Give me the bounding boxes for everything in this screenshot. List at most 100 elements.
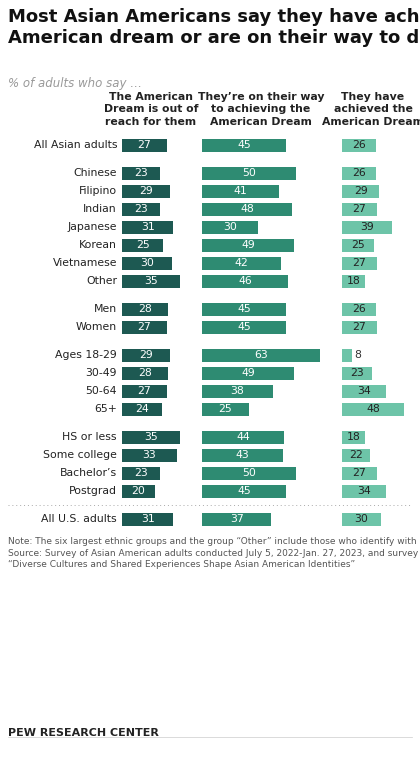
Bar — [202, 139, 286, 152]
Text: Women: Women — [76, 322, 117, 332]
Text: 42: 42 — [234, 258, 248, 268]
Bar — [342, 139, 375, 152]
Text: 34: 34 — [357, 486, 371, 496]
Text: 49: 49 — [241, 240, 255, 250]
Text: Japanese: Japanese — [68, 222, 117, 232]
Bar — [342, 467, 377, 480]
Bar — [342, 320, 377, 333]
Text: 29: 29 — [139, 350, 153, 360]
Text: 25: 25 — [218, 404, 232, 414]
Bar — [342, 384, 386, 397]
Text: 29: 29 — [354, 186, 368, 196]
Text: 43: 43 — [235, 450, 249, 460]
Bar — [202, 513, 271, 525]
Text: 63: 63 — [254, 350, 268, 360]
Text: Korean: Korean — [79, 240, 117, 250]
Text: 23: 23 — [134, 204, 148, 214]
Text: PEW RESEARCH CENTER: PEW RESEARCH CENTER — [8, 728, 159, 738]
Text: 30: 30 — [223, 222, 237, 232]
Text: 23: 23 — [134, 468, 148, 478]
Text: 48: 48 — [366, 404, 380, 414]
Bar — [342, 185, 379, 197]
Text: Men: Men — [94, 304, 117, 314]
Bar — [202, 320, 286, 333]
Text: Bachelor’s: Bachelor’s — [60, 468, 117, 478]
Bar — [202, 384, 273, 397]
Bar — [342, 367, 372, 380]
Text: Indian: Indian — [84, 204, 117, 214]
Text: Some college: Some college — [43, 450, 117, 460]
Bar — [202, 256, 281, 270]
Bar — [202, 484, 286, 497]
Bar — [342, 274, 365, 287]
Text: 44: 44 — [236, 432, 250, 442]
Bar — [202, 430, 284, 444]
Text: 23: 23 — [350, 368, 364, 378]
Text: 35: 35 — [144, 276, 158, 286]
Text: 65+: 65+ — [94, 404, 117, 414]
Bar — [342, 256, 377, 270]
Text: 29: 29 — [139, 186, 153, 196]
Text: 27: 27 — [352, 258, 366, 268]
Bar — [202, 349, 320, 361]
Text: 38: 38 — [231, 386, 244, 396]
Bar — [122, 256, 172, 270]
Bar — [122, 139, 167, 152]
Bar — [202, 274, 288, 287]
Text: All U.S. adults: All U.S. adults — [42, 514, 117, 524]
Text: 25: 25 — [136, 240, 150, 250]
Bar — [122, 303, 168, 316]
Bar — [122, 203, 160, 216]
Text: 27: 27 — [352, 322, 366, 332]
Bar — [122, 484, 155, 497]
Text: 35: 35 — [144, 432, 158, 442]
Text: 31: 31 — [141, 514, 155, 524]
Bar — [122, 403, 162, 416]
Bar — [342, 239, 374, 252]
Bar — [202, 467, 296, 480]
Bar — [202, 239, 294, 252]
Bar — [122, 513, 173, 525]
Text: 45: 45 — [237, 304, 251, 314]
Bar — [342, 484, 386, 497]
Text: 22: 22 — [349, 450, 363, 460]
Text: 31: 31 — [141, 222, 155, 232]
Text: 50: 50 — [242, 168, 256, 178]
Bar — [202, 220, 258, 233]
Text: 49: 49 — [241, 368, 255, 378]
Bar — [202, 166, 296, 179]
Text: 37: 37 — [230, 514, 244, 524]
Text: They have
achieved the
American Dream: They have achieved the American Dream — [322, 92, 420, 127]
Bar — [342, 166, 375, 179]
Text: 39: 39 — [360, 222, 374, 232]
Text: 24: 24 — [135, 404, 149, 414]
Text: 27: 27 — [137, 322, 151, 332]
Text: 30: 30 — [140, 258, 154, 268]
Bar — [122, 384, 167, 397]
Text: HS or less: HS or less — [63, 432, 117, 442]
Bar — [202, 203, 292, 216]
Text: 46: 46 — [238, 276, 252, 286]
Text: Note: The six largest ethnic groups and the group “Other” include those who iden: Note: The six largest ethnic groups and … — [8, 537, 420, 569]
Text: Postgrad: Postgrad — [69, 486, 117, 496]
Text: 26: 26 — [352, 140, 366, 150]
Text: 30: 30 — [354, 514, 368, 524]
Text: 45: 45 — [237, 140, 251, 150]
Text: Ages 18-29: Ages 18-29 — [55, 350, 117, 360]
Bar — [122, 320, 167, 333]
Bar — [342, 203, 377, 216]
Text: 18: 18 — [347, 276, 360, 286]
Text: 41: 41 — [234, 186, 247, 196]
Text: They’re on their way
to achieving the
American Dream: They’re on their way to achieving the Am… — [198, 92, 324, 127]
Bar — [342, 430, 365, 444]
Bar — [122, 274, 180, 287]
Text: 28: 28 — [138, 368, 152, 378]
Bar — [342, 303, 375, 316]
Bar — [342, 403, 404, 416]
Bar — [122, 430, 180, 444]
Text: 26: 26 — [352, 304, 366, 314]
Text: 25: 25 — [351, 240, 365, 250]
Bar — [202, 448, 283, 461]
Text: 45: 45 — [237, 486, 251, 496]
Bar — [122, 239, 163, 252]
